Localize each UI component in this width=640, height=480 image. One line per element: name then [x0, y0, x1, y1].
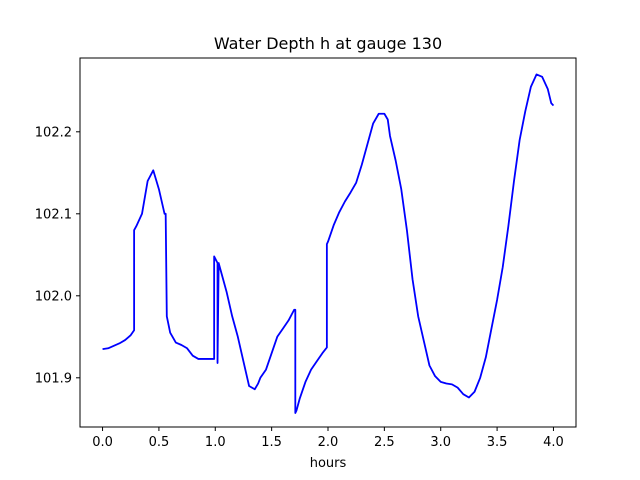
x-tick-label: 3.0 — [430, 435, 451, 450]
x-tick-label: 1.0 — [205, 435, 226, 450]
chart-title: Water Depth h at gauge 130 — [214, 34, 442, 53]
x-tick-label: 2.0 — [318, 435, 339, 450]
plot-area — [102, 73, 555, 414]
y-tick-label: 101.9 — [35, 371, 72, 386]
y-tick-label: 102.0 — [35, 289, 72, 304]
y-tick-label: 102.1 — [35, 207, 72, 222]
x-tick-label: 3.5 — [487, 435, 508, 450]
y-tick-label: 102.2 — [35, 125, 72, 140]
x-axis: 0.0 0.5 1.0 1.5 2.0 2.5 3.0 3.5 4.0 — [92, 427, 564, 450]
x-tick-label: 4.0 — [543, 435, 564, 450]
x-tick-label: 0.5 — [149, 435, 170, 450]
y-axis: 101.9 102.0 102.1 102.2 — [35, 125, 80, 386]
x-axis-title: hours — [310, 456, 347, 471]
x-tick-label: 2.5 — [374, 435, 395, 450]
x-tick-label: 1.5 — [261, 435, 282, 450]
water-depth-line — [102, 73, 555, 414]
x-tick-label: 0.0 — [92, 435, 113, 450]
